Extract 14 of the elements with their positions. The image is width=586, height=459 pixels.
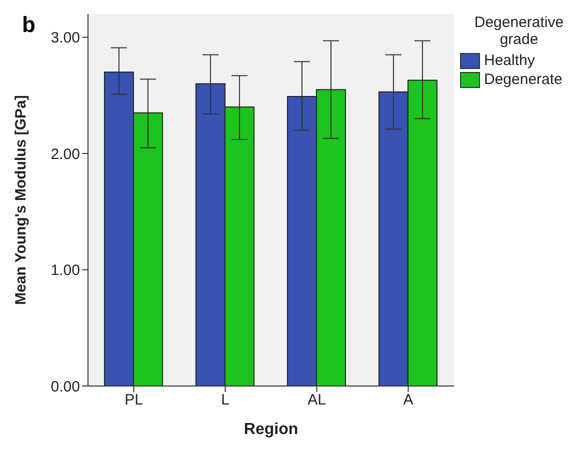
- x-tick-label: PL: [124, 392, 143, 409]
- y-tick-label: 0.00: [50, 378, 80, 396]
- y-tick-label: 3.00: [50, 30, 80, 47]
- x-axis-title: Region: [244, 421, 298, 438]
- legend-label: Healthy: [484, 52, 535, 69]
- x-tick-label: A: [403, 392, 414, 409]
- chart-title: b: [22, 12, 36, 38]
- y-axis-title: Mean Young's Modulus [GPa]: [12, 95, 30, 305]
- x-tick-label: L: [221, 392, 230, 409]
- legend-title: Degenerative grade: [473, 14, 565, 48]
- legend-label: Degenerate: [484, 71, 562, 88]
- y-tick-label: 1.00: [50, 262, 80, 280]
- x-tick-label: AL: [308, 392, 326, 409]
- y-tick-label: 2.00: [50, 146, 80, 163]
